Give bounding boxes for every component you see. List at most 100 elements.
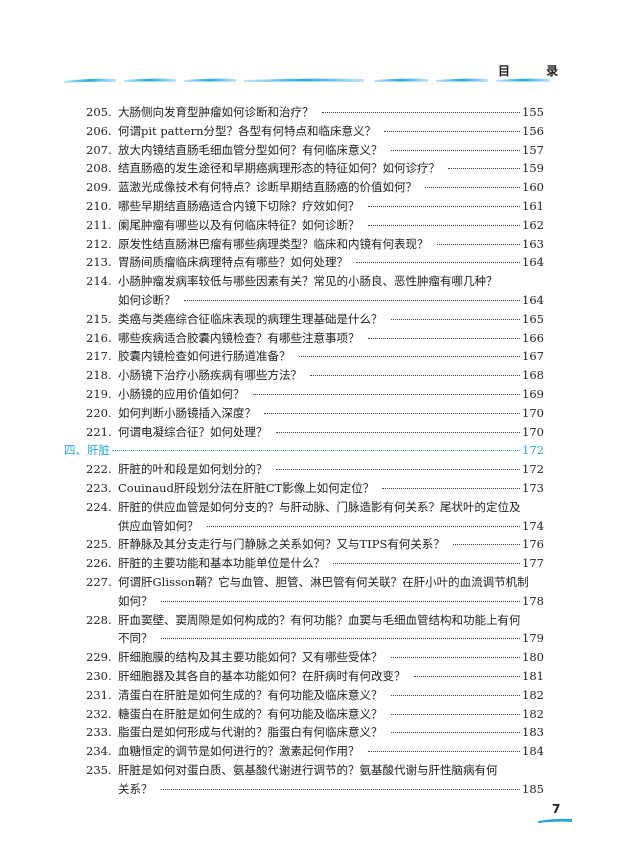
toc-entry[interactable]: 216. 哪些疾病适合胶囊内镜检查？有哪些注意事项？ 166 — [86, 329, 544, 348]
toc-entry[interactable]: 221. 何谓电凝综合征？如何处理？ 170 — [86, 423, 544, 442]
dot-leader — [390, 318, 521, 320]
entry-number: 229. — [86, 650, 112, 665]
entry-page-number: 179 — [522, 631, 544, 646]
toc-entry[interactable]: 208. 结直肠癌的发生途径和早期癌病理形态的特征如何？如何诊疗？ 159 — [86, 159, 544, 178]
entry-title: 类癌与类癌综合征临床表现的病理生理基础是什么？ — [118, 311, 383, 326]
dot-leader — [425, 187, 521, 189]
toc-entry[interactable]: 235. 肝脏是如何对蛋白质、氨基酸代谢进行调节的？氨基酸代谢与肝性脑病有何 关系？… — [86, 761, 544, 799]
entry-number: 215. — [86, 311, 112, 326]
entry-number: 219. — [86, 386, 112, 401]
dot-leader — [160, 638, 521, 640]
entry-title: 肝血窦壁、窦周隙是如何构成的？有何功能？血窦与毛细血管结构和功能上有何 — [118, 612, 521, 627]
toc-entry[interactable]: 219. 小肠镜的应用价值如何？ 169 — [86, 385, 544, 404]
entry-number: 212. — [86, 236, 112, 251]
entry-page-number: 156 — [522, 123, 544, 138]
toc-entry[interactable]: 211. 阑尾肿瘤有哪些以及有何临床特征？如何诊断？ 162 — [86, 216, 544, 235]
entry-number: 232. — [86, 706, 112, 721]
dot-leader — [367, 751, 521, 753]
dot-leader — [275, 431, 521, 433]
dot-leader — [383, 130, 521, 132]
entry-number: 209. — [86, 180, 112, 195]
toc-entry[interactable]: 230. 肝细胞器及其各自的基本功能如何？在肝病时有何改变？ 181 — [86, 667, 544, 686]
dot-leader — [356, 262, 521, 264]
entry-title: 关系？ — [118, 781, 153, 796]
dot-leader — [160, 788, 521, 790]
entry-number: 210. — [86, 198, 112, 213]
entry-title: 小肠镜的应用价值如何？ — [118, 386, 245, 401]
entry-page-number: 163 — [522, 236, 544, 251]
entry-page-number: 170 — [522, 405, 544, 420]
entry-page-number: 172 — [522, 443, 544, 458]
dot-leader — [252, 393, 521, 395]
dot-leader — [367, 205, 521, 207]
dot-leader — [264, 412, 521, 414]
dot-leader — [275, 469, 521, 471]
entry-title: 四、肝脏 — [64, 443, 110, 458]
toc-entry[interactable]: 217. 胶囊内镜检查如何进行肠道准备？ 167 — [86, 347, 544, 366]
entry-page-number: 167 — [522, 349, 544, 364]
toc-entry[interactable]: 226. 肝脏的主要功能和基本功能单位是什么？ 177 — [86, 554, 544, 573]
entry-title: 何谓pit pattern分型？各型有何特点和临床意义？ — [118, 123, 376, 138]
entry-page-number: 169 — [522, 386, 544, 401]
toc-entry[interactable]: 213. 胃肠间质瘤临床病理特点有哪些？如何处理？ 164 — [86, 253, 544, 272]
entry-title: 蓝激光成像技术有何特点？诊断早期结直肠癌的价值如何？ — [118, 180, 417, 195]
toc-entry[interactable]: 233. 脂蛋白是如何形成与代谢的？脂蛋白有何临床意义？ 183 — [86, 723, 544, 742]
entry-number: 206. — [86, 123, 112, 138]
toc-entry[interactable]: 231. 清蛋白在肝脏是如何生成的？有何功能及临床意义？ 182 — [86, 686, 544, 705]
entry-number: 228. — [86, 612, 112, 627]
dot-leader — [413, 675, 521, 677]
entry-page-number: 176 — [522, 537, 544, 552]
toc-entry[interactable]: 207. 放大内镜结直肠毛细血管分型如何？有何临床意义？ 157 — [86, 141, 544, 160]
entry-number: 217. — [86, 349, 112, 364]
footer-decorative-line — [538, 818, 572, 823]
entry-page-number: 185 — [522, 781, 544, 796]
entry-title: 哪些疾病适合胶囊内镜检查？有哪些注意事项？ — [118, 330, 360, 345]
entry-number: 224. — [86, 499, 112, 514]
dot-leader — [390, 732, 521, 734]
entry-title: 肝细胞器及其各自的基本功能如何？在肝病时有何改变？ — [118, 668, 406, 683]
toc-entry[interactable]: 223. Couinaud肝段划分法在肝脏CT影像上如何定位？ 173 — [86, 479, 544, 498]
entry-number: 223. — [86, 480, 112, 495]
toc-entry[interactable]: 225. 肝静脉及其分支走行与门静脉之关系如何？又与TIPS有何关系？ 176 — [86, 535, 544, 554]
entry-title: 供应血管如何？ — [118, 518, 199, 533]
toc-entry[interactable]: 215. 类癌与类癌综合征临床表现的病理生理基础是什么？ 165 — [86, 310, 544, 329]
dot-leader — [390, 657, 521, 659]
toc-entry[interactable]: 232. 糖蛋白在肝脏是如何生成的？有何功能及临床意义？ 182 — [86, 705, 544, 724]
entry-number: 226. — [86, 556, 112, 571]
dot-leader — [436, 243, 521, 245]
toc-entry[interactable]: 212. 原发性结直肠淋巴瘤有哪些病理类型？临床和内镜有何表现？ 163 — [86, 235, 544, 254]
toc-entry[interactable]: 214. 小肠肿瘤发病率较低与哪些因素有关？常见的小肠良、恶性肿瘤有哪几种？ 如何诊… — [86, 272, 544, 310]
toc-entry[interactable]: 222. 肝脏的叶和段是如何划分的？ 172 — [86, 460, 544, 479]
toc-entry[interactable]: 234. 血糖恒定的调节是如何进行的？激素起何作用？ 184 — [86, 742, 544, 761]
entry-number: 227. — [86, 574, 112, 589]
toc-entry[interactable]: 228. 肝血窦壁、窦周隙是如何构成的？有何功能？血窦与毛细血管结构和功能上有何不… — [86, 611, 544, 649]
toc-entry[interactable]: 224. 肝脏的供应血管是如何分支的？与肝动脉、门脉造影有何关系？尾状叶的定位及供… — [86, 498, 544, 536]
toc-entry[interactable]: 210. 哪些早期结直肠癌适合内镜下切除？疗效如何？ 161 — [86, 197, 544, 216]
toc-entry[interactable]: 206. 何谓pit pattern分型？各型有何特点和临床意义？ 156 — [86, 122, 544, 141]
entry-number: 231. — [86, 687, 112, 702]
header-title: 目 录 — [498, 64, 575, 78]
toc-entry[interactable]: 205. 大肠侧向发育型肿瘤如何诊断和治疗？ 155 — [86, 103, 544, 122]
entry-page-number: 160 — [522, 180, 544, 195]
entry-title: 脂蛋白是如何形成与代谢的？脂蛋白有何临床意义？ — [118, 725, 383, 740]
entry-page-number: 164 — [522, 292, 544, 307]
toc-entry[interactable]: 220. 如何判断小肠镜插入深度？ 170 — [86, 404, 544, 423]
entry-page-number: 170 — [522, 424, 544, 439]
toc-entry[interactable]: 209. 蓝激光成像技术有何特点？诊断早期结直肠癌的价值如何？ 160 — [86, 178, 544, 197]
dot-leader — [390, 149, 521, 151]
dot-leader — [367, 224, 521, 226]
entry-number: 213. — [86, 255, 112, 270]
entry-title: 大肠侧向发育型肿瘤如何诊断和治疗？ — [118, 105, 314, 119]
entry-page-number: 168 — [522, 368, 544, 383]
entry-title: 如何诊断？ — [118, 292, 176, 307]
table-of-contents: 205. 大肠侧向发育型肿瘤如何诊断和治疗？ 155 206. 何谓pit patter… — [64, 103, 544, 799]
entry-page-number: 178 — [522, 593, 544, 608]
dot-leader — [206, 525, 521, 527]
toc-section-heading[interactable]: 四、肝脏 172 — [64, 441, 544, 460]
entry-page-number: 172 — [522, 462, 544, 477]
toc-entry[interactable]: 229. 肝细胞膜的结构及其主要功能如何？又有哪些受体？ 180 — [86, 648, 544, 667]
toc-entry[interactable]: 227. 何谓肝Glisson鞘？它与血管、胆管、淋巴管有何关联？在肝小叶的血流调… — [86, 573, 544, 611]
entry-page-number: 157 — [522, 142, 544, 157]
toc-entry[interactable]: 218. 小肠镜下治疗小肠疾病有哪些方法？ 168 — [86, 366, 544, 385]
entry-title: 肝细胞膜的结构及其主要功能如何？又有哪些受体？ — [118, 650, 383, 665]
